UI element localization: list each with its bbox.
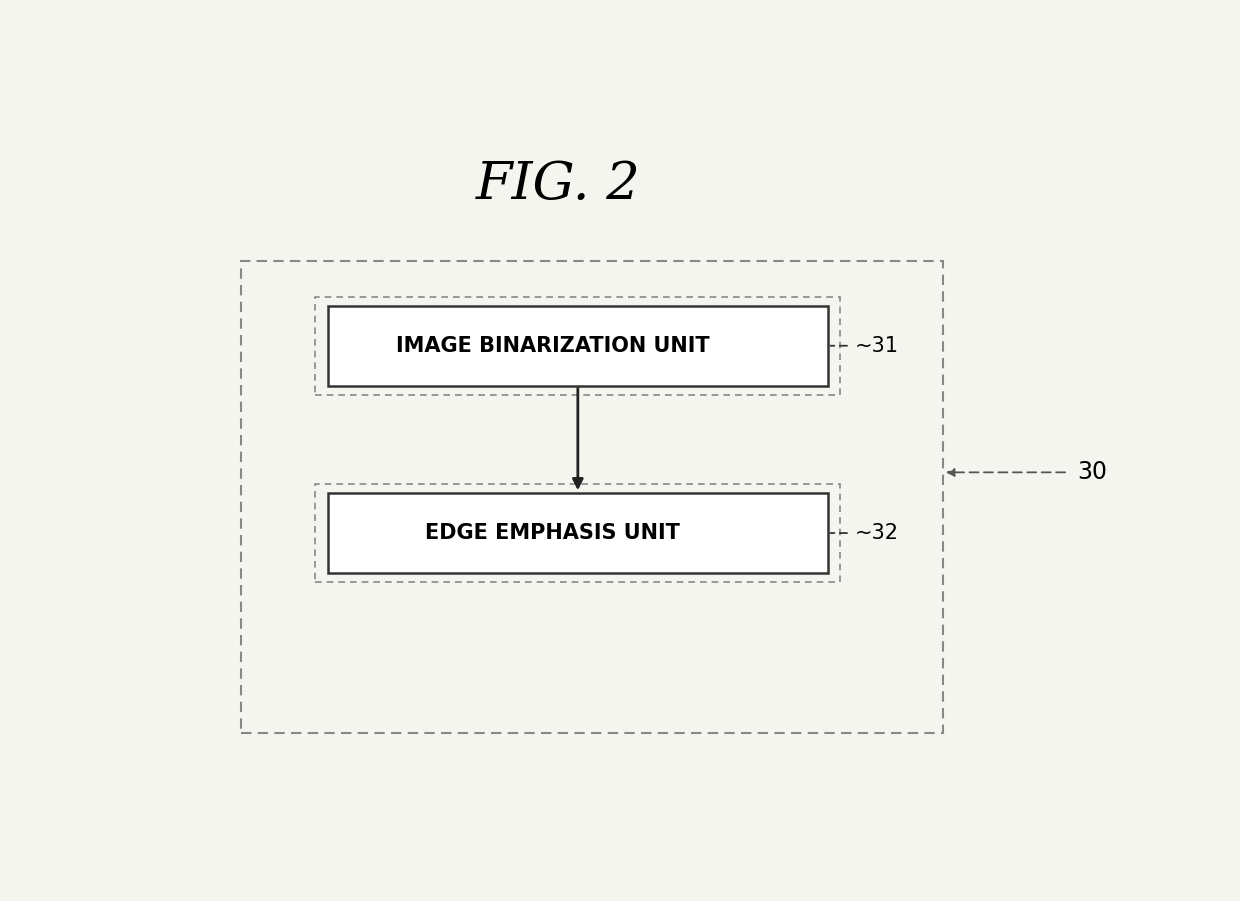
Bar: [315, 296, 841, 395]
Text: 30: 30: [1078, 460, 1107, 485]
Text: ~31: ~31: [854, 336, 899, 356]
Text: FIG. 2: FIG. 2: [476, 159, 641, 210]
Bar: [315, 484, 841, 582]
Text: ~32: ~32: [854, 523, 899, 543]
Bar: [327, 305, 828, 386]
Bar: [242, 260, 942, 733]
Text: EDGE EMPHASIS UNIT: EDGE EMPHASIS UNIT: [425, 523, 681, 543]
Text: IMAGE BINARIZATION UNIT: IMAGE BINARIZATION UNIT: [396, 336, 709, 356]
Bar: [327, 493, 828, 573]
